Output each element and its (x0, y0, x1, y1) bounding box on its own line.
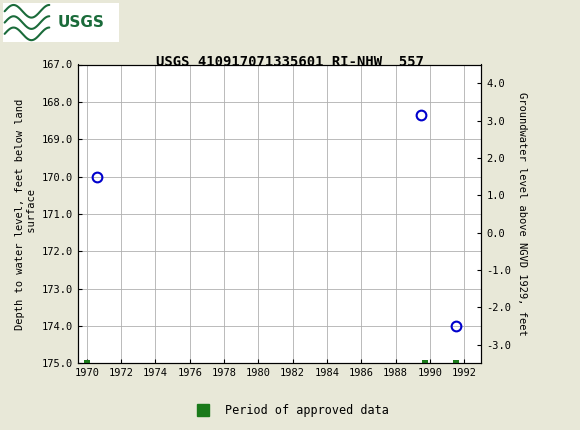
Y-axis label: Groundwater level above NGVD 1929, feet: Groundwater level above NGVD 1929, feet (517, 92, 527, 336)
Y-axis label: Depth to water level, feet below land
 surface: Depth to water level, feet below land su… (15, 98, 37, 329)
Legend: Period of approved data: Period of approved data (187, 399, 393, 422)
Bar (3, 3, 119, 43)
Text: USGS: USGS (58, 15, 105, 30)
Text: USGS 410917071335601 RI-NHW  557: USGS 410917071335601 RI-NHW 557 (156, 55, 424, 69)
